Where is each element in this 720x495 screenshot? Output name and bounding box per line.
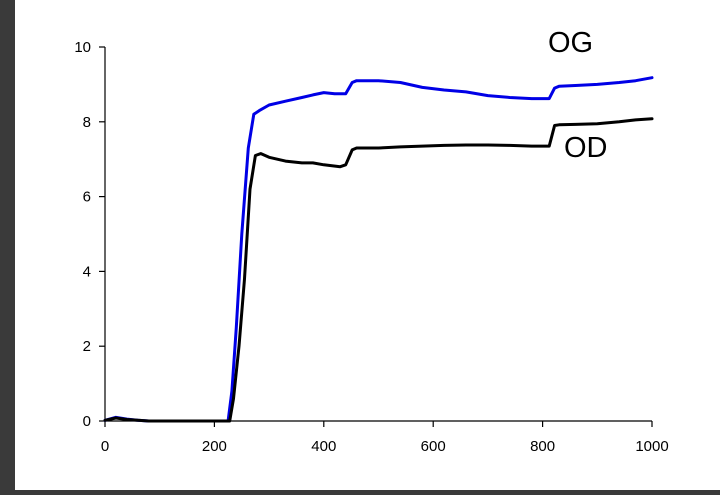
y-tick-label: 0 [83, 413, 91, 430]
x-axis: 0 200 400 600 800 1000 [101, 420, 669, 455]
series-lines [103, 76, 654, 423]
series-line-od [103, 117, 654, 423]
y-tick-label: 6 [83, 189, 91, 206]
x-tick-label: 1000 [635, 438, 668, 455]
x-tick-label: 800 [530, 438, 555, 455]
series-label-od: OD [564, 132, 608, 164]
x-tick-label: 200 [202, 438, 227, 455]
chart-panel: 0 2 4 6 8 10 0 200 400 600 800 1000 OG OD [15, 0, 720, 490]
x-tick-label: 600 [421, 438, 446, 455]
y-tick-label: 10 [74, 39, 91, 56]
series-line-og [103, 76, 654, 423]
y-axis: 0 2 4 6 8 10 [74, 39, 106, 430]
y-tick-label: 2 [83, 338, 91, 355]
y-tick-label: 4 [83, 263, 91, 280]
x-tick-label: 400 [311, 438, 336, 455]
y-tick-label: 8 [83, 114, 91, 131]
x-tick-label: 0 [101, 438, 109, 455]
line-chart: 0 2 4 6 8 10 0 200 400 600 800 1000 OG OD [74, 27, 669, 455]
series-annotations: OG OD [548, 27, 608, 164]
series-label-og: OG [548, 27, 593, 59]
